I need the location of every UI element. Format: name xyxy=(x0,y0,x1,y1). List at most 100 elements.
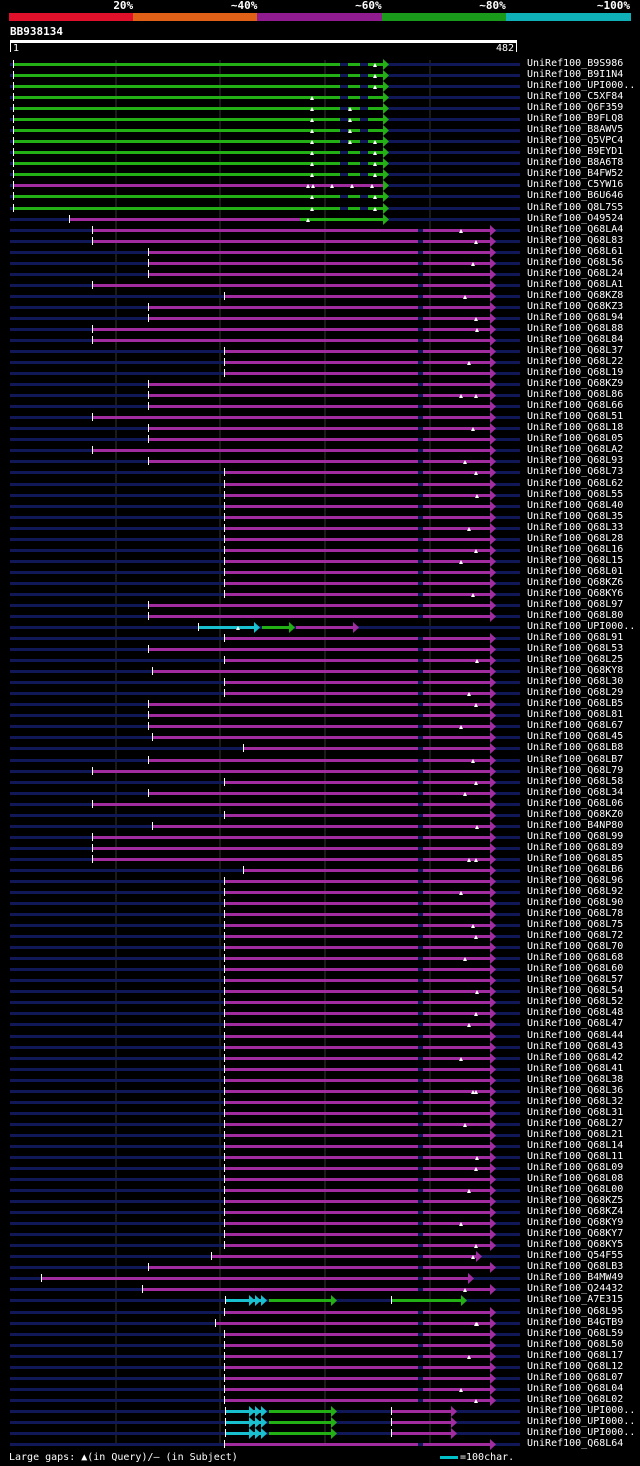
hit-label[interactable]: UniRef100_UPI000.. xyxy=(527,1416,636,1427)
hit-label[interactable]: UniRef100_Q68KY6 xyxy=(527,588,624,599)
hit-label[interactable]: UniRef100_O49524 xyxy=(527,213,624,224)
hit-label[interactable]: UniRef100_Q54F55 xyxy=(527,1250,624,1261)
hit-label[interactable]: UniRef100_Q68L40 xyxy=(527,500,624,511)
hit-label[interactable]: UniRef100_Q68L73 xyxy=(527,466,624,477)
hit-label[interactable]: UniRef100_Q68L42 xyxy=(527,1052,624,1063)
hit-label[interactable]: UniRef100_Q68LB5 xyxy=(527,698,624,709)
hit-label[interactable]: UniRef100_Q68L68 xyxy=(527,952,624,963)
hit-label[interactable]: UniRef100_Q68KY7 xyxy=(527,1228,624,1239)
hit-label[interactable]: UniRef100_Q68L35 xyxy=(527,511,624,522)
hit-label[interactable]: UniRef100_Q68L83 xyxy=(527,235,624,246)
hit-label[interactable]: UniRef100_Q68LB6 xyxy=(527,864,624,875)
hit-label[interactable]: UniRef100_Q68L21 xyxy=(527,1129,624,1140)
hit-label[interactable]: UniRef100_Q68L79 xyxy=(527,765,624,776)
hit-label[interactable]: UniRef100_Q68L81 xyxy=(527,709,624,720)
hit-label[interactable]: UniRef100_Q68LA1 xyxy=(527,279,624,290)
hit-label[interactable]: UniRef100_Q68KZ3 xyxy=(527,301,624,312)
hit-label[interactable]: UniRef100_A7E315 xyxy=(527,1294,624,1305)
hit-label[interactable]: UniRef100_Q68L34 xyxy=(527,787,624,798)
hit-label[interactable]: UniRef100_Q68LB3 xyxy=(527,1261,624,1272)
hit-label[interactable]: UniRef100_Q24432 xyxy=(527,1283,624,1294)
hit-label[interactable]: UniRef100_Q68L91 xyxy=(527,632,624,643)
hit-label[interactable]: UniRef100_Q68KZ4 xyxy=(527,1206,624,1217)
hit-label[interactable]: UniRef100_Q68L52 xyxy=(527,996,624,1007)
hit-label[interactable]: UniRef100_Q6F359 xyxy=(527,102,624,113)
hit-label[interactable]: UniRef100_Q68L45 xyxy=(527,731,624,742)
hit-label[interactable]: UniRef100_Q68L04 xyxy=(527,1383,624,1394)
hit-label[interactable]: UniRef100_Q68LB8 xyxy=(527,742,624,753)
hit-label[interactable]: UniRef100_Q68L64 xyxy=(527,1438,624,1449)
hit-label[interactable]: UniRef100_Q68L00 xyxy=(527,1184,624,1195)
hit-label[interactable]: UniRef100_B4NP80 xyxy=(527,820,624,831)
hit-label[interactable]: UniRef100_Q68KZ9 xyxy=(527,378,624,389)
hit-label[interactable]: UniRef100_Q68L92 xyxy=(527,886,624,897)
hit-label[interactable]: UniRef100_Q68L60 xyxy=(527,963,624,974)
hit-label[interactable]: UniRef100_Q68L09 xyxy=(527,1162,624,1173)
hit-label[interactable]: UniRef100_Q68L54 xyxy=(527,985,624,996)
hit-label[interactable]: UniRef100_Q68L28 xyxy=(527,533,624,544)
hit-label[interactable]: UniRef100_Q68L99 xyxy=(527,831,624,842)
hit-label[interactable]: UniRef100_Q68L25 xyxy=(527,654,624,665)
hit-label[interactable]: UniRef100_C5YW16 xyxy=(527,179,624,190)
hit-label[interactable]: UniRef100_Q68L41 xyxy=(527,1063,624,1074)
hit-label[interactable]: UniRef100_B9S986 xyxy=(527,58,624,69)
hit-label[interactable]: UniRef100_B8A6T8 xyxy=(527,157,624,168)
hit-label[interactable]: UniRef100_Q68L15 xyxy=(527,555,624,566)
hit-label[interactable]: UniRef100_Q68L53 xyxy=(527,643,624,654)
hit-label[interactable]: UniRef100_Q68L95 xyxy=(527,1306,624,1317)
hit-label[interactable]: UniRef100_Q68KY9 xyxy=(527,1217,624,1228)
hit-label[interactable]: UniRef100_Q68LB7 xyxy=(527,754,624,765)
hit-label[interactable]: UniRef100_Q68L27 xyxy=(527,1118,624,1129)
hit-label[interactable]: UniRef100_Q68L55 xyxy=(527,489,624,500)
hit-label[interactable]: UniRef100_Q68L32 xyxy=(527,1096,624,1107)
hit-label[interactable]: UniRef100_Q68L38 xyxy=(527,1074,624,1085)
hit-label[interactable]: UniRef100_B4GTB9 xyxy=(527,1317,624,1328)
hit-label[interactable]: UniRef100_Q68L24 xyxy=(527,268,624,279)
hit-label[interactable]: UniRef100_Q68L47 xyxy=(527,1018,624,1029)
hit-label[interactable]: UniRef100_Q68L17 xyxy=(527,1350,624,1361)
hit-label[interactable]: UniRef100_Q68L51 xyxy=(527,411,624,422)
hit-label[interactable]: UniRef100_Q68L80 xyxy=(527,610,624,621)
hit-label[interactable]: UniRef100_Q68L57 xyxy=(527,974,624,985)
hit-label[interactable]: UniRef100_Q68L29 xyxy=(527,687,624,698)
hit-label[interactable]: UniRef100_Q68L70 xyxy=(527,941,624,952)
hit-label[interactable]: UniRef100_Q68L18 xyxy=(527,422,624,433)
hit-label[interactable]: UniRef100_Q68L66 xyxy=(527,400,624,411)
hit-label[interactable]: UniRef100_Q68L97 xyxy=(527,599,624,610)
hit-label[interactable]: UniRef100_B6U646 xyxy=(527,190,624,201)
hit-label[interactable]: UniRef100_Q68L30 xyxy=(527,676,624,687)
hit-label[interactable]: UniRef100_Q68L37 xyxy=(527,345,624,356)
hit-label[interactable]: UniRef100_C5XF84 xyxy=(527,91,624,102)
hit-label[interactable]: UniRef100_B9EYD1 xyxy=(527,146,624,157)
hit-label[interactable]: UniRef100_UPI000.. xyxy=(527,1405,636,1416)
hit-label[interactable]: UniRef100_Q68L44 xyxy=(527,1030,624,1041)
hit-label[interactable]: UniRef100_Q68L75 xyxy=(527,919,624,930)
hit-label[interactable]: UniRef100_Q68KZ8 xyxy=(527,290,624,301)
hit-label[interactable]: UniRef100_Q68L01 xyxy=(527,566,624,577)
hit-label[interactable]: UniRef100_Q68L90 xyxy=(527,897,624,908)
hit-label[interactable]: UniRef100_Q68L08 xyxy=(527,1173,624,1184)
hit-label[interactable]: UniRef100_Q68L14 xyxy=(527,1140,624,1151)
hit-label[interactable]: UniRef100_B8AWV5 xyxy=(527,124,624,135)
hit-label[interactable]: UniRef100_Q68L58 xyxy=(527,776,624,787)
hit-label[interactable]: UniRef100_Q68KZ5 xyxy=(527,1195,624,1206)
hit-label[interactable]: UniRef100_Q68L85 xyxy=(527,853,624,864)
hit-label[interactable]: UniRef100_Q68L07 xyxy=(527,1372,624,1383)
hit-label[interactable]: UniRef100_Q68L89 xyxy=(527,842,624,853)
hit-label[interactable]: UniRef100_Q68KZ0 xyxy=(527,809,624,820)
hit-label[interactable]: UniRef100_Q68L86 xyxy=(527,389,624,400)
hit-label[interactable]: UniRef100_Q68LA2 xyxy=(527,444,624,455)
hit-label[interactable]: UniRef100_Q68L50 xyxy=(527,1339,624,1350)
hit-label[interactable]: UniRef100_B9I1N4 xyxy=(527,69,624,80)
hit-label[interactable]: UniRef100_Q68L67 xyxy=(527,720,624,731)
hit-label[interactable]: UniRef100_B4FW52 xyxy=(527,168,624,179)
hit-label[interactable]: UniRef100_Q68L22 xyxy=(527,356,624,367)
hit-label[interactable]: UniRef100_Q68L78 xyxy=(527,908,624,919)
hit-label[interactable]: UniRef100_Q5VPC4 xyxy=(527,135,624,146)
hit-label[interactable]: UniRef100_Q68L02 xyxy=(527,1394,624,1405)
hit-label[interactable]: UniRef100_Q68L33 xyxy=(527,522,624,533)
hit-label[interactable]: UniRef100_Q68L96 xyxy=(527,875,624,886)
hit-label[interactable]: UniRef100_Q68L11 xyxy=(527,1151,624,1162)
hit-label[interactable]: UniRef100_Q68KZ6 xyxy=(527,577,624,588)
hit-label[interactable]: UniRef100_Q68L43 xyxy=(527,1041,624,1052)
